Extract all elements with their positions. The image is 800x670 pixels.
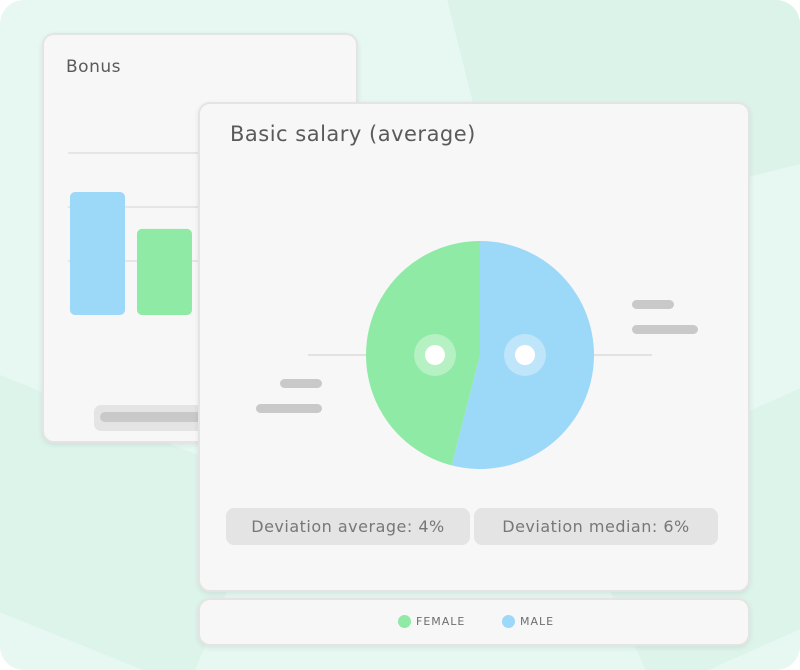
label-placeholder: [280, 379, 322, 388]
deviation-average-badge: Deviation average: 4%: [226, 508, 470, 545]
bar-female: [137, 228, 192, 315]
legend-label-male: MALE: [520, 615, 555, 628]
legend-item-male: MALE: [502, 615, 554, 628]
salary-pie-chart: [308, 241, 652, 469]
pie-marker-male: [515, 345, 535, 365]
bar-male: [70, 192, 125, 315]
label-placeholder: [632, 300, 674, 309]
deviation-median-badge: Deviation median: 6%: [474, 508, 718, 545]
bonus-bar-chart: [68, 152, 344, 315]
pie-slice-female: [365, 241, 480, 466]
legend-item-female: FEMALE: [398, 615, 465, 628]
female-swatch-icon: [398, 615, 411, 628]
male-swatch-icon: [502, 615, 515, 628]
bonus-footer-placeholder: [100, 412, 240, 422]
label-placeholder: [256, 404, 322, 413]
legend-card: FEMALE MALE: [198, 598, 750, 646]
label-placeholder: [632, 325, 698, 334]
salary-card-title: Basic salary (average): [230, 122, 476, 146]
legend-label-female: FEMALE: [416, 615, 466, 628]
pie-marker-female: [425, 345, 445, 365]
bonus-card-title: Bonus: [66, 57, 121, 77]
